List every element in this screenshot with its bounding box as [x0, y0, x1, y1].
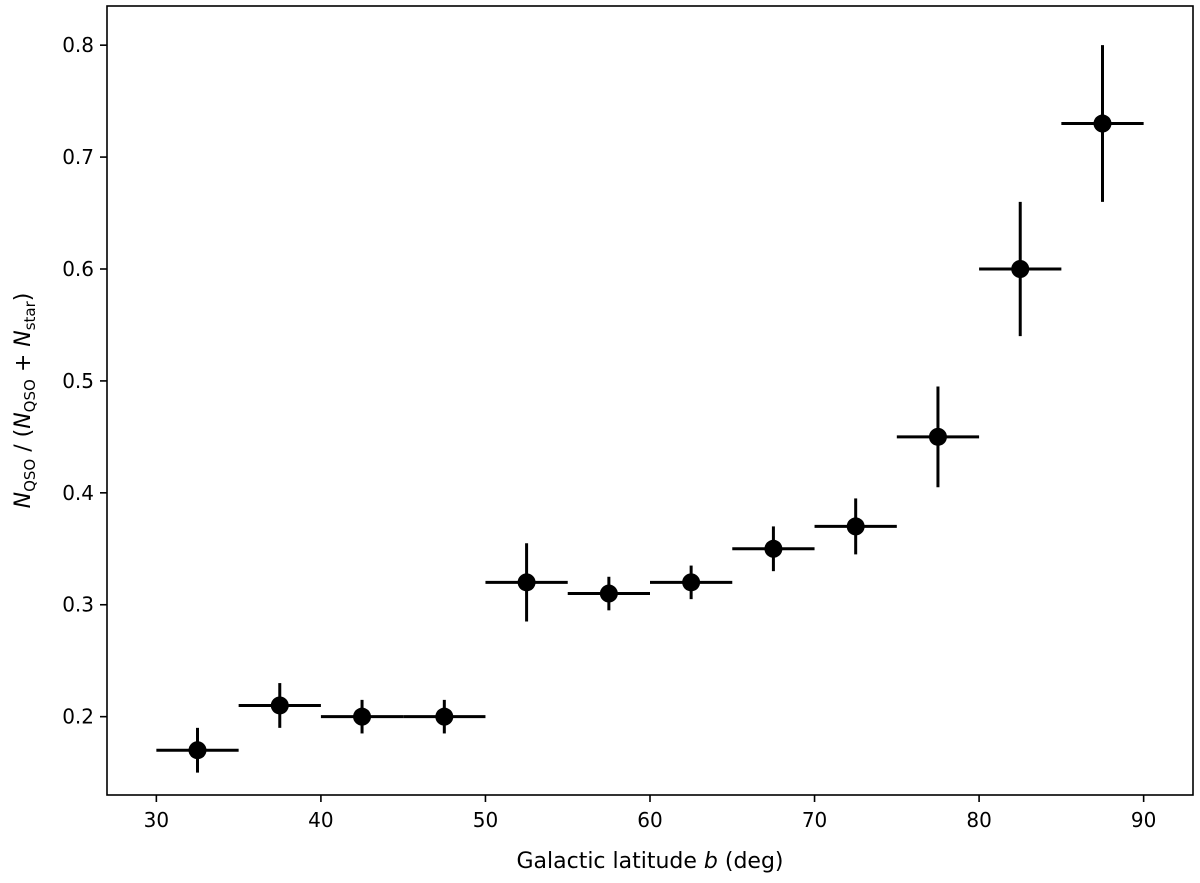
x-tick-label: 70 [802, 808, 827, 832]
x-axis-label-pre: Galactic latitude [516, 849, 703, 874]
x-axis-label-post: (deg) [718, 849, 784, 874]
data-point [814, 498, 897, 555]
data-point [896, 386, 980, 488]
x-axis-label: Galactic latitude b (deg) [516, 849, 783, 874]
y-axis-label-mid: / ( [11, 429, 36, 459]
point-marker [270, 696, 289, 715]
data-point [567, 576, 650, 611]
data-point [156, 727, 239, 773]
point-marker [1011, 260, 1030, 278]
x-axis-label-var: b [704, 849, 718, 874]
y-axis-label-close: ) [11, 293, 36, 302]
data-point [238, 683, 321, 728]
point-marker [682, 573, 701, 592]
y-axis-label-n3: N [11, 330, 36, 346]
data-point [485, 543, 568, 622]
data-point [979, 201, 1062, 337]
point-marker [846, 517, 865, 536]
plot-marks [156, 45, 1144, 773]
y-axis-label-plus: + [11, 347, 36, 379]
point-marker [1093, 114, 1112, 133]
x-tick-label: 30 [144, 808, 169, 832]
x-tick-label: 50 [473, 808, 498, 832]
point-marker [353, 707, 372, 726]
point-marker [928, 427, 947, 446]
y-axis-label: NQSO / (NQSO + Nstar) [11, 293, 39, 509]
point-marker [435, 707, 454, 726]
y-axis-label-sub2: QSO [21, 379, 39, 412]
y-tick-label: 0.2 [62, 705, 94, 729]
data-point [732, 526, 815, 572]
x-tick-label: 80 [966, 808, 991, 832]
point-marker [188, 741, 207, 760]
plot-frame [106, 5, 1194, 796]
y-axis-ticks: 0.2 0.3 0.4 0.5 0.6 0.7 0.8 [62, 33, 107, 729]
data-point [1061, 45, 1144, 202]
y-tick-label: 0.3 [62, 593, 94, 617]
y-tick-label: 0.8 [62, 33, 94, 57]
y-tick-label: 0.5 [62, 369, 94, 393]
y-axis-label-sub3: star [21, 300, 39, 330]
point-marker [517, 573, 536, 592]
y-axis-label-sub1: QSO [21, 459, 39, 492]
y-axis-label-n2: N [11, 412, 36, 428]
y-tick-label: 0.4 [62, 481, 94, 505]
data-point [403, 699, 486, 734]
y-tick-label: 0.6 [62, 257, 94, 281]
y-axis-label-n1: N [11, 492, 36, 508]
data-point [650, 565, 733, 600]
x-tick-label: 40 [308, 808, 333, 832]
x-tick-label: 90 [1131, 808, 1156, 832]
y-tick-label: 0.7 [62, 145, 94, 169]
x-tick-label: 60 [637, 808, 662, 832]
point-marker [764, 539, 783, 558]
x-axis-ticks: 30 40 50 60 70 80 90 [144, 795, 1156, 832]
data-point [320, 699, 404, 734]
point-marker [599, 584, 618, 603]
